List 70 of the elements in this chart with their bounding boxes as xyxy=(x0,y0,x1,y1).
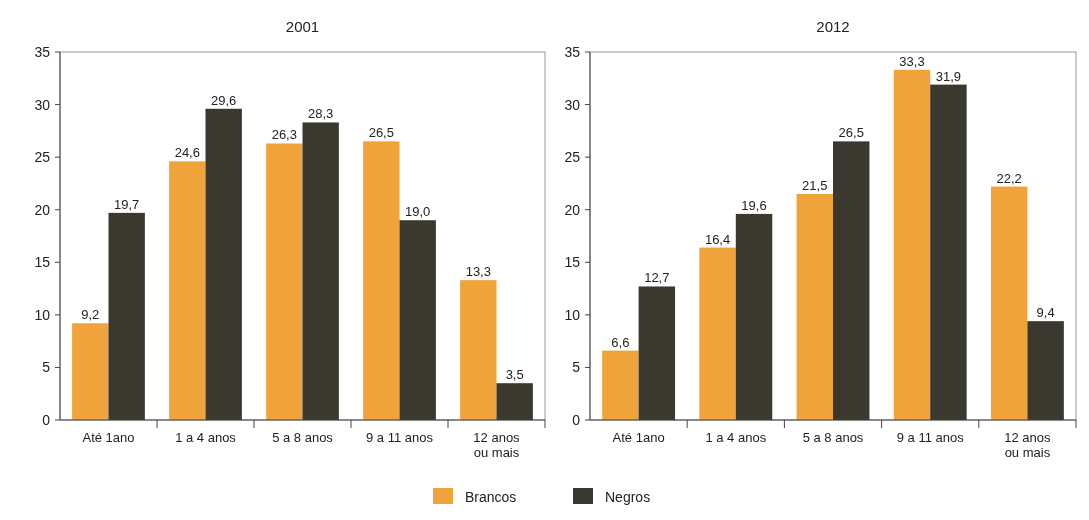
chart-title: 2001 xyxy=(285,18,320,35)
bar xyxy=(72,323,109,420)
x-tick-label: 12 anos ou mais xyxy=(473,430,521,460)
bar xyxy=(602,350,639,420)
bar xyxy=(496,383,533,420)
y-tick-label: 35 xyxy=(564,44,581,60)
bar xyxy=(205,108,242,420)
bar xyxy=(699,247,736,420)
y-tick-label: 35 xyxy=(34,44,51,60)
y-tick-label: 0 xyxy=(572,412,581,428)
y-tick-label: 5 xyxy=(572,359,581,376)
y-tick-label: 20 xyxy=(34,201,51,218)
data-label: 31,9 xyxy=(935,68,962,84)
data-label: 19,7 xyxy=(114,196,140,212)
data-label: 26,3 xyxy=(271,127,297,143)
legend-label: Negros xyxy=(605,489,651,505)
x-tick-label: 9 a 11 anos xyxy=(366,430,434,445)
chart-title: 2012 xyxy=(816,18,850,35)
data-label: 21,5 xyxy=(802,177,828,193)
x-tick-label: 1 a 4 anos xyxy=(705,430,767,445)
y-tick-label: 30 xyxy=(34,96,51,113)
data-label: 26,5 xyxy=(838,125,864,141)
y-tick-label: 15 xyxy=(564,254,581,271)
bar xyxy=(893,69,931,420)
x-tick-label: 5 a 8 anos xyxy=(802,430,864,445)
data-label: 16,4 xyxy=(704,231,731,247)
y-tick-label: 0 xyxy=(42,412,51,428)
bar xyxy=(796,193,833,420)
y-tick-label: 15 xyxy=(34,254,51,271)
legend-label: Brancos xyxy=(465,489,517,505)
bar xyxy=(833,141,870,420)
bar xyxy=(399,220,436,420)
data-label: 13,3 xyxy=(465,264,491,280)
x-tick-label: 5 a 8 anos xyxy=(272,430,334,445)
data-label: 22,2 xyxy=(996,170,1022,186)
y-tick-label: 5 xyxy=(42,359,51,376)
data-label: 12,7 xyxy=(644,270,670,286)
data-label: 33,3 xyxy=(899,53,925,69)
bar xyxy=(638,286,676,420)
data-label: 3,5 xyxy=(505,367,524,383)
x-tick-label: Até 1ano xyxy=(82,430,135,445)
x-tick-label: 9 a 11 anos xyxy=(896,430,965,445)
bar xyxy=(363,141,400,420)
bar xyxy=(930,84,967,420)
data-label: 9,4 xyxy=(1036,305,1055,321)
data-label: 19,0 xyxy=(405,204,431,220)
x-tick-label: Até 1ano xyxy=(612,430,665,445)
x-tick-label: 12 anos ou mais xyxy=(1004,430,1052,460)
bar xyxy=(108,212,145,420)
data-label: 29,6 xyxy=(211,92,237,108)
y-tick-label: 20 xyxy=(564,201,581,218)
y-tick-label: 25 xyxy=(34,149,51,166)
data-label: 19,6 xyxy=(741,197,767,213)
bar xyxy=(990,186,1028,420)
data-label: 28,3 xyxy=(308,106,334,122)
bar xyxy=(1027,321,1064,420)
y-tick-label: 10 xyxy=(34,306,51,323)
data-label: 9,2 xyxy=(81,307,100,323)
y-tick-label: 10 xyxy=(564,306,581,323)
bar xyxy=(302,122,339,420)
bar xyxy=(266,143,303,420)
y-tick-label: 30 xyxy=(564,96,581,113)
data-label: 6,6 xyxy=(611,334,630,350)
x-tick-label: 1 a 4 anos xyxy=(175,430,237,445)
data-label: 26,5 xyxy=(368,125,394,141)
bar xyxy=(460,280,497,420)
data-label: 24,6 xyxy=(174,145,200,161)
bar xyxy=(735,213,773,420)
bar xyxy=(169,161,206,420)
y-tick-label: 25 xyxy=(564,149,581,166)
